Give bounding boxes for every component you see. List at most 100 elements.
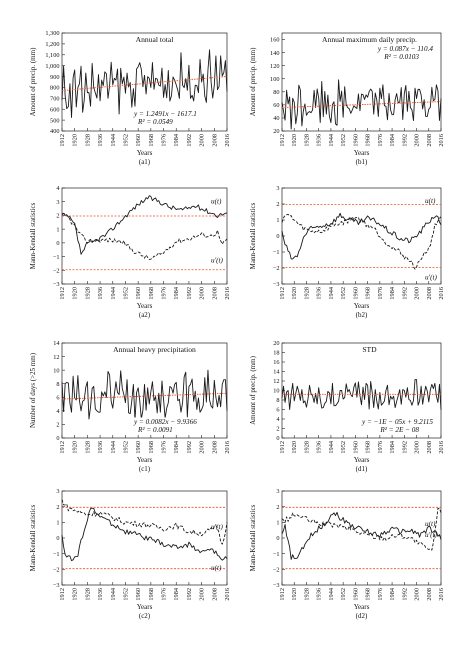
x-tick-label: 1992 <box>186 441 193 454</box>
x-tick-label: 1912 <box>59 134 66 147</box>
y-tick-label: −2 <box>53 267 60 274</box>
x-axis-label: Years <box>137 456 153 464</box>
plot-frame <box>61 490 228 586</box>
y-tick-label: 900 <box>50 74 59 81</box>
x-tick-label: 1968 <box>365 287 372 300</box>
equation-bg <box>355 52 435 61</box>
y-tick-label: 10 <box>273 388 279 395</box>
x-tick-label: 1960 <box>352 441 359 454</box>
x-tick-label: 2016 <box>438 134 445 147</box>
x-tick-label: 2016 <box>438 287 445 300</box>
y-axis-label: Amount of precip. (mm) <box>249 47 257 116</box>
curve-label: u′(t) <box>425 531 438 539</box>
y-tick-label: 1,300 <box>45 30 59 37</box>
y-tick-label: 160 <box>270 37 279 44</box>
x-tick-label: 1912 <box>279 588 286 601</box>
y-axis-label: Mann-Kendall statistics <box>249 504 257 571</box>
x-tick-label: 1960 <box>352 287 359 300</box>
x-tick-label: 1984 <box>389 133 396 146</box>
x-tick-label: 2008 <box>211 287 218 300</box>
y-tick-label: −3 <box>273 582 280 589</box>
y-tick-label: 3 <box>276 185 279 192</box>
x-tick-label: 1984 <box>173 440 180 453</box>
x-tick-label: 1992 <box>401 287 408 300</box>
x-tick-label: 1960 <box>135 287 142 300</box>
trend-line <box>61 392 228 400</box>
y-tick-label: 10 <box>53 367 59 374</box>
x-tick-label: 1936 <box>97 441 104 454</box>
x-axis-label: Years <box>137 149 153 157</box>
x-tick-label: 1968 <box>365 441 372 454</box>
y-tick-label: 0 <box>276 233 279 240</box>
trend-line <box>281 101 442 108</box>
y-tick-label: −3 <box>273 281 280 288</box>
x-tick-label: 1952 <box>122 287 129 300</box>
x-tick-label: 1936 <box>97 134 104 147</box>
y-tick-label: 4 <box>276 416 280 423</box>
panel-b1: 20 40 60 80 100 120 140 160 1912 1920 1928 1936 1944… <box>249 32 445 166</box>
x-tick-label: 2016 <box>438 588 445 601</box>
chart-title: Annual maximum daily precip. <box>322 35 417 44</box>
x-tick-label: 1912 <box>59 588 66 601</box>
x-tick-label: 2008 <box>426 134 433 147</box>
x-tick-label: 1960 <box>352 134 359 147</box>
x-tick-label: 1912 <box>59 441 66 454</box>
x-tick-label: 1920 <box>72 441 79 454</box>
y-tick-label: 14 <box>53 340 60 347</box>
x-tick-label: 1944 <box>110 133 117 146</box>
plot-frame <box>281 490 442 586</box>
x-tick-label: 1952 <box>340 441 347 454</box>
x-tick-label: 1920 <box>291 441 298 454</box>
x-tick-label: 1984 <box>389 286 396 299</box>
panel-b2: −3 −2 −1 0 1 2 3 1912 1920 1928 1936 1944 1952 1960 19… <box>249 185 445 319</box>
series-line <box>281 79 442 130</box>
panel-caption: (b2) <box>356 311 368 319</box>
y-tick-label: 600 <box>50 106 59 113</box>
y-tick-label: 0 <box>56 435 59 442</box>
x-tick-label: 2000 <box>414 287 421 300</box>
y-tick-label: −1 <box>53 551 60 558</box>
x-tick-label: 1944 <box>110 286 117 299</box>
x-tick-label: 1968 <box>148 588 155 601</box>
x-tick-label: 2016 <box>224 134 231 147</box>
x-tick-label: 2000 <box>414 134 421 147</box>
y-tick-label: −3 <box>53 582 60 589</box>
x-tick-label: 1952 <box>122 441 129 454</box>
y-tick-label: 8 <box>56 381 59 388</box>
y-tick-label: 1,100 <box>45 52 59 59</box>
panel-c2: −3 −2 −1 0 1 2 3 1912 1920 1928 1936 1944 1952 1960 19… <box>29 488 231 620</box>
x-tick-label: 1944 <box>110 587 117 600</box>
equation-bg <box>133 117 213 126</box>
y-tick-label: −1 <box>273 249 280 256</box>
y-tick-label: 12 <box>273 378 279 385</box>
curve-label: u(t) <box>211 198 222 206</box>
x-tick-label: 1912 <box>279 441 286 454</box>
y-tick-label: 20 <box>273 340 279 347</box>
x-tick-label: 1968 <box>148 134 155 147</box>
x-tick-label: 2008 <box>211 441 218 454</box>
plot-frame <box>281 32 442 132</box>
x-tick-label: 2008 <box>426 287 433 300</box>
x-tick-label: 1936 <box>97 287 104 300</box>
x-tick-label: 1984 <box>173 286 180 299</box>
x-tick-label: 1976 <box>161 441 168 454</box>
x-tick-label: 2008 <box>426 441 433 454</box>
equation-bg <box>133 425 213 434</box>
plot-frame <box>61 32 228 132</box>
x-tick-label: 2016 <box>224 287 231 300</box>
x-tick-label: 2008 <box>426 588 433 601</box>
y-tick-label: 3 <box>56 199 59 206</box>
x-tick-label: 1944 <box>110 440 117 453</box>
x-tick-label: 2008 <box>211 588 218 601</box>
y-tick-label: 40 <box>273 115 279 122</box>
y-tick-label: 1,000 <box>45 63 59 70</box>
y-tick-label: 18 <box>273 350 279 357</box>
x-tick-label: 1984 <box>173 587 180 600</box>
y-tick-label: 8 <box>276 397 279 404</box>
y-tick-label: 0 <box>56 240 59 247</box>
x-tick-label: 1976 <box>161 287 168 300</box>
y-tick-label: −3 <box>53 281 60 288</box>
y-tick-label: 0 <box>56 535 59 542</box>
y-tick-label: 2 <box>276 426 279 433</box>
